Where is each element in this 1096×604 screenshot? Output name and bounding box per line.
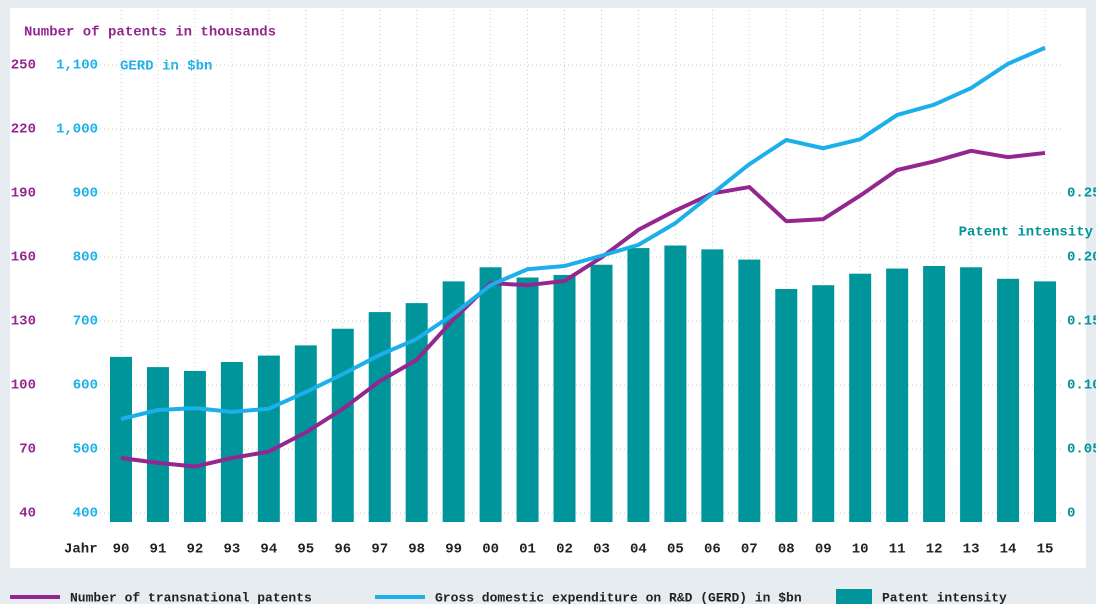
line [120,148,1046,469]
line [120,45,1046,421]
y-axis-title: Number of patents in thousands [24,25,276,41]
legend-swatch [836,589,872,604]
bar [110,356,132,522]
bar [775,289,798,522]
x-tick-label: 11 [889,542,906,558]
y-tick-label: 70 [19,442,36,458]
bar [590,264,613,522]
legend-label: Number of transnational patents [70,590,312,604]
bar [257,355,280,522]
bar [701,249,724,523]
y2-tick-label: 700 [73,314,98,330]
x-tick-label: 03 [593,542,610,558]
x-tick-label: 92 [187,542,204,558]
bar [220,362,243,522]
y-tick-label: 130 [11,314,36,330]
bar [849,273,872,522]
y2-tick-label: 600 [73,378,98,394]
y3-tick-label: 0.05 [1067,442,1096,458]
bar [479,267,502,522]
x-tick-label: 07 [741,542,758,558]
x-tick-label: 12 [926,542,943,558]
x-tick-label: 97 [371,542,388,558]
x-tick-label: 08 [778,542,795,558]
x-tick-label: 01 [519,542,536,558]
y-tick-label: 220 [11,122,36,138]
y3-axis-title: Patent intensity [959,225,1094,241]
bar [923,266,946,522]
y-tick-label: 250 [11,58,36,74]
y3-tick-label: 0.10 [1067,378,1096,394]
y2-tick-label: 500 [73,442,98,458]
bar [368,312,391,522]
y-tick-label: 100 [11,378,36,394]
bar [405,303,428,522]
bar [886,268,909,522]
y-tick-label: 160 [11,250,36,266]
x-tick-label: 10 [852,542,869,558]
bar [516,277,539,522]
bar [331,328,354,522]
x-tick-label: 98 [408,542,425,558]
x-tick-label: 95 [297,542,314,558]
bar [960,267,983,522]
legend-label: Patent intensity [882,590,1007,604]
bar [997,278,1020,522]
x-tick-label: 91 [150,542,167,558]
y3-tick-label: 0.20 [1067,250,1096,266]
y2-tick-label: 1,000 [56,122,98,138]
x-tick-label: 06 [704,542,721,558]
y-tick-label: 190 [11,186,36,202]
x-tick-label: 96 [334,542,351,558]
bar [738,259,761,522]
y3-tick-label: 0 [1067,506,1075,522]
y2-tick-label: 1,100 [56,58,98,74]
x-tick-label: 14 [1000,542,1017,558]
bar [183,370,206,522]
y2-axis-title: GERD in $bn [120,59,212,75]
x-tick-label: 09 [815,542,832,558]
bar [627,248,650,522]
x-tick-label: 04 [630,542,647,558]
y2-tick-label: 900 [73,186,98,202]
x-tick-label: 94 [260,542,277,558]
x-tick-label: 90 [113,542,130,558]
x-tick-label: 99 [445,542,462,558]
y2-tick-label: 400 [73,506,98,522]
y2-tick-label: 800 [73,250,98,266]
y3-tick-label: 0.15 [1067,314,1096,330]
bar [664,245,687,522]
x-tick-label: 02 [556,542,573,558]
x-tick-label: 15 [1037,542,1054,558]
bar [553,274,576,522]
bar [812,285,835,522]
bar [442,281,465,522]
y-tick-label: 40 [19,506,36,522]
bar [146,367,169,522]
x-tick-label: 00 [482,542,499,558]
x-axis-title: Jahr [64,542,98,558]
bar [1034,281,1056,522]
x-tick-label: 13 [963,542,980,558]
x-tick-label: 05 [667,542,684,558]
x-tick-label: 93 [223,542,240,558]
legend-label: Gross domestic expenditure on R&D (GERD)… [435,590,802,604]
y3-tick-label: 0.25 [1067,186,1096,202]
